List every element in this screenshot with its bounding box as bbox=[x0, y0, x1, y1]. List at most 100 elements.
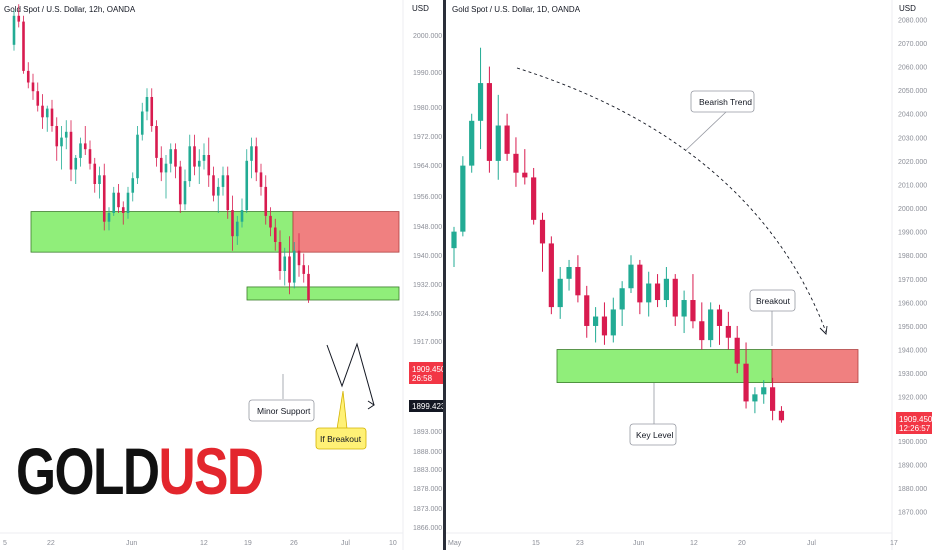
candle bbox=[126, 192, 130, 213]
chart-title: Gold Spot / U.S. Dollar, 12h, OANDA bbox=[4, 5, 136, 14]
candle bbox=[226, 175, 230, 211]
y-tick-label: 1970.000 bbox=[898, 277, 927, 284]
left-chart-panel[interactable]: Gold Spot / U.S. Dollar, 12h, OANDA USD 20… bbox=[0, 0, 443, 550]
x-tick-label: 20 bbox=[738, 540, 746, 547]
y-tick-label: 1940.000 bbox=[413, 253, 442, 260]
candle bbox=[188, 146, 192, 182]
y-tick-label: 1956.000 bbox=[413, 194, 442, 201]
currency-label: USD bbox=[412, 4, 429, 13]
minor-support-zone bbox=[246, 286, 400, 301]
bearish-trend-arc bbox=[516, 67, 827, 333]
candle bbox=[699, 321, 705, 341]
candle bbox=[183, 181, 187, 205]
candle bbox=[637, 264, 643, 303]
if-breakout-text: If Breakout bbox=[320, 434, 362, 444]
candle bbox=[264, 186, 268, 216]
if-breakout-callout bbox=[315, 427, 367, 450]
last-price-value: 1909.450 bbox=[899, 415, 932, 424]
candle bbox=[770, 387, 776, 411]
if-breakout-pointer bbox=[336, 390, 348, 430]
y-tick-label: 2040.000 bbox=[898, 112, 927, 119]
x-tick-label: 5 bbox=[3, 540, 7, 547]
candle bbox=[610, 309, 616, 336]
y-tick-label: 1930.000 bbox=[898, 371, 927, 378]
candle bbox=[36, 91, 40, 106]
candle bbox=[50, 108, 54, 126]
candle bbox=[269, 215, 272, 228]
candle bbox=[654, 283, 661, 301]
candle bbox=[107, 213, 111, 222]
candle bbox=[245, 160, 249, 211]
candle bbox=[575, 267, 581, 296]
candle bbox=[460, 165, 466, 232]
breakout-zone bbox=[771, 349, 859, 383]
y-tick-label: 2000.000 bbox=[413, 33, 442, 40]
y-tick-label: 1960.000 bbox=[898, 300, 927, 307]
y-tick-label: 1948.000 bbox=[413, 224, 442, 231]
candle bbox=[278, 242, 282, 271]
candle bbox=[708, 309, 714, 341]
candle bbox=[283, 256, 287, 271]
logo-usd-text: USD bbox=[158, 434, 264, 508]
y-tick-label: 2070.000 bbox=[898, 41, 927, 48]
x-tick-label: 12 bbox=[690, 540, 698, 547]
candle bbox=[155, 126, 158, 158]
y-tick-label: 1873.000 bbox=[413, 506, 442, 513]
candle bbox=[55, 126, 59, 147]
candle bbox=[102, 175, 106, 222]
y-tick-label: 1920.000 bbox=[898, 395, 927, 402]
candle bbox=[60, 137, 63, 147]
candle bbox=[628, 264, 634, 289]
goldusd-logo: GOLDUSD bbox=[16, 438, 264, 504]
right-chart-svg[interactable]: Gold Spot / U.S. Dollar, 1D, OANDA USD 208… bbox=[446, 0, 932, 550]
y-tick-label: 1990.000 bbox=[413, 70, 442, 77]
candle bbox=[477, 83, 484, 121]
y-tick-label: 1972.000 bbox=[413, 134, 442, 141]
demand-zone bbox=[30, 211, 294, 253]
candle bbox=[250, 146, 253, 161]
y-tick-label: 1932.000 bbox=[413, 282, 442, 289]
candle bbox=[292, 250, 296, 283]
candle bbox=[212, 175, 215, 196]
candle bbox=[752, 394, 758, 402]
candle bbox=[145, 97, 149, 112]
left-chart-svg[interactable]: Gold Spot / U.S. Dollar, 12h, OANDA USD 20… bbox=[0, 0, 443, 550]
y-tick-label: 1950.000 bbox=[898, 324, 927, 331]
y-tick-label: 2080.000 bbox=[898, 17, 927, 24]
x-tick-label: 15 bbox=[532, 540, 540, 547]
y-tick-label: 1980.000 bbox=[413, 105, 442, 112]
candle bbox=[88, 149, 92, 164]
bearish-trend-arrowhead bbox=[819, 325, 828, 335]
candle bbox=[31, 82, 35, 92]
candle bbox=[495, 125, 501, 161]
candle bbox=[725, 325, 731, 338]
candle bbox=[539, 219, 546, 244]
candle bbox=[221, 175, 225, 187]
candle bbox=[672, 278, 678, 317]
candle bbox=[593, 316, 599, 326]
candle bbox=[98, 175, 101, 184]
y-tick-label: 1980.000 bbox=[898, 253, 927, 260]
x-tick-label: 12 bbox=[200, 540, 208, 547]
x-tick-label: 26 bbox=[290, 540, 298, 547]
chart-title: Gold Spot / U.S. Dollar, 1D, OANDA bbox=[452, 5, 581, 14]
candle bbox=[522, 172, 528, 178]
y-tick-label: 1893.000 bbox=[413, 429, 442, 436]
y-tick-label: 1900.000 bbox=[898, 439, 927, 446]
candle bbox=[601, 316, 608, 336]
candle bbox=[566, 267, 572, 279]
x-tick-label: 17 bbox=[890, 540, 898, 547]
projected-zone bbox=[292, 211, 400, 253]
candle bbox=[12, 15, 16, 45]
candle bbox=[531, 177, 537, 220]
candle bbox=[778, 410, 785, 421]
candle bbox=[216, 186, 220, 196]
candle bbox=[202, 155, 206, 161]
candle bbox=[83, 143, 87, 150]
y-tick-label: 1924.500 bbox=[413, 311, 442, 318]
candle bbox=[307, 273, 310, 300]
candle bbox=[207, 155, 211, 176]
x-tick-label: 22 bbox=[47, 540, 55, 547]
target-price-tag bbox=[409, 400, 443, 412]
right-chart-panel[interactable]: Gold Spot / U.S. Dollar, 1D, OANDA USD 208… bbox=[446, 0, 932, 550]
